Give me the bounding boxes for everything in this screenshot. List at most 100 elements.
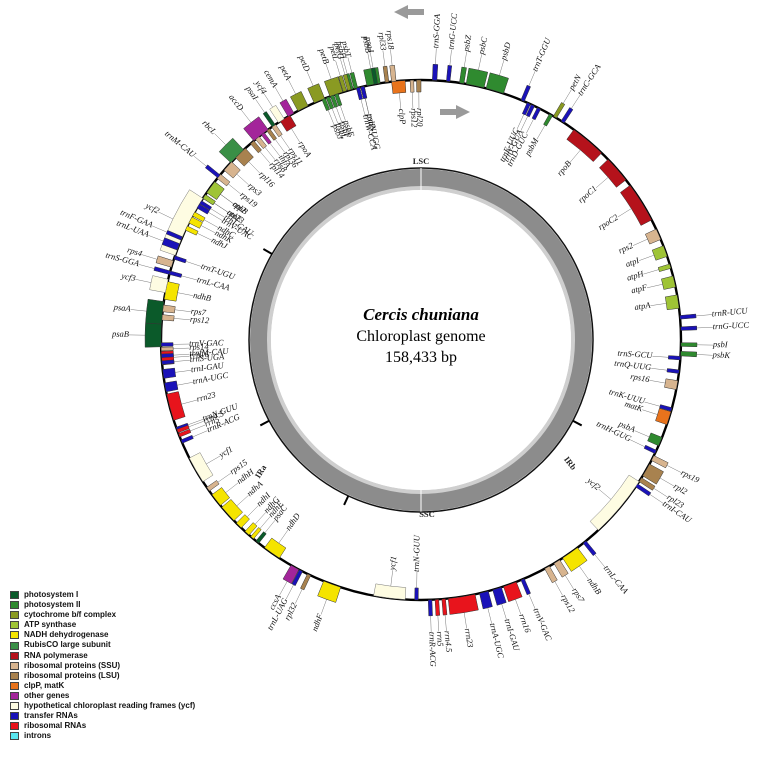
gene-label: petA <box>277 62 294 82</box>
gene-leader-line <box>280 135 290 149</box>
legend-swatch <box>10 651 19 660</box>
direction-arrow-outer <box>394 5 424 19</box>
gene-block-ndha <box>221 499 243 521</box>
gene-block-atph <box>657 263 672 272</box>
gene-block-rrn5 <box>434 599 441 616</box>
gene-leader-line <box>340 59 346 75</box>
gene-leader-line <box>259 151 271 164</box>
gene-block-psac <box>255 531 267 544</box>
gene-block-rrn23 <box>166 391 186 421</box>
gene-block-trnv-gac <box>160 342 174 347</box>
gene-block-ycf3 <box>149 275 169 293</box>
gene-block-rpl2 <box>642 463 664 485</box>
gene-block-rpl20 <box>416 79 422 93</box>
gene-block-trnt-ugu <box>173 255 187 264</box>
legend-item: RubisCO large subunit <box>10 640 195 650</box>
gene-block-rps3 <box>223 161 241 179</box>
gene-label: trnG-UCC <box>712 320 749 332</box>
gene-leader-line <box>320 599 327 615</box>
gene-label: rrn5 <box>435 631 446 647</box>
gene-leader-line <box>598 488 612 500</box>
gene-leader-line <box>649 380 666 384</box>
gene-block-ycf2 <box>589 474 640 531</box>
gene-block-trnt-ggu <box>520 84 531 102</box>
gene-leader-line <box>295 589 303 604</box>
gene-label: psbZ <box>461 34 474 53</box>
gene-leader-line <box>696 354 713 356</box>
gene-leader-line <box>528 593 536 609</box>
legend-swatch <box>10 671 19 680</box>
gene-block-rps12 <box>544 565 558 584</box>
legend-label: clpP, matK <box>24 680 65 690</box>
gene-block-ycf1 <box>189 452 214 482</box>
gene-label: psbD <box>498 40 513 62</box>
gene-leader-line <box>130 309 147 312</box>
region-boundary-tick <box>343 495 350 506</box>
gene-block-rrn5 <box>178 428 192 438</box>
gene-label: ycf2 <box>143 200 162 216</box>
gene-block-ndhf <box>317 580 341 603</box>
gene-block-ndhb <box>163 281 180 302</box>
gene-leader-line <box>526 118 534 134</box>
gene-leader-line <box>269 143 280 157</box>
legend-label: ribosomal RNAs <box>24 721 87 731</box>
gene-leader-line <box>501 603 507 620</box>
gene-label: rpl20 <box>415 108 425 127</box>
gene-label: rps19 <box>679 467 701 485</box>
gene-leader-line <box>247 505 259 518</box>
gene-block-trnfm-cau <box>161 353 174 358</box>
gene-label: psaB <box>111 329 129 339</box>
gene-block-ndhk <box>188 216 203 229</box>
gene-block-psbf <box>330 94 339 108</box>
legend-label: RubisCO large subunit <box>24 640 111 650</box>
gene-leader-line <box>435 48 437 65</box>
gene-block-cema <box>279 98 295 117</box>
gene-label: rps12 <box>409 108 420 128</box>
gene-block-atpf <box>661 275 676 290</box>
gene-leader-line <box>644 401 661 407</box>
gene-label: rps18 <box>385 30 397 51</box>
gene-block-petg <box>342 73 352 91</box>
gene-leader-line <box>173 360 190 362</box>
gene-block-trnl-uaa <box>161 237 180 251</box>
gene-block-trns-gga <box>432 64 439 81</box>
gene-block-ccsa <box>282 564 300 585</box>
gene-leader-line <box>259 516 271 529</box>
gene-label: trnV-GAC <box>531 606 554 642</box>
gene-leader-line <box>158 211 174 220</box>
legend-label: photosystem I <box>24 590 79 599</box>
gene-label: rps12 <box>190 314 211 326</box>
center-layer: Cercis chuniana Chloroplast genome 158,4… <box>253 156 579 519</box>
gene-leader-line <box>185 261 202 267</box>
gene-leader-line <box>478 54 482 71</box>
legend-item: hypothetical chloroplast reading frames … <box>10 701 195 711</box>
gene-block-trnm-cau <box>204 164 221 179</box>
gene-leader-line <box>138 264 155 269</box>
legend-swatch <box>10 591 19 600</box>
gene-block-trna-ugc <box>479 590 493 610</box>
gene-block-rrn4-5 <box>176 424 190 434</box>
gene-label: trnS-UGA <box>189 351 225 364</box>
gene-label: psaA <box>112 302 132 314</box>
gene-block-trnq-uug <box>666 368 680 374</box>
gene-label: trnS-GGA <box>430 13 442 49</box>
gene-label: rrn23 <box>463 627 476 648</box>
gene-block-rpoc1 <box>599 159 627 188</box>
gene-leader-line <box>430 615 432 632</box>
region-boundary-tick <box>572 419 583 427</box>
gene-leader-line <box>571 94 581 109</box>
gene-label: trnN-GUU <box>411 534 422 572</box>
gene-block-rps4 <box>155 255 174 268</box>
genome-size: 158,433 bp <box>385 349 457 366</box>
gene-block-trnd-guc <box>531 107 541 121</box>
gene-label: trnL-CAA <box>602 563 631 596</box>
gene-label: rrn23 <box>195 389 216 404</box>
gene-label: atpI <box>624 255 641 269</box>
gene-label: rrn16 <box>189 349 210 360</box>
gene-leader-line <box>653 488 668 498</box>
gene-leader-line <box>340 105 346 121</box>
gene-leader-line <box>696 327 713 329</box>
gene-label: trnT-GGU <box>530 36 553 73</box>
gene-block-trnc-gca <box>560 107 574 124</box>
